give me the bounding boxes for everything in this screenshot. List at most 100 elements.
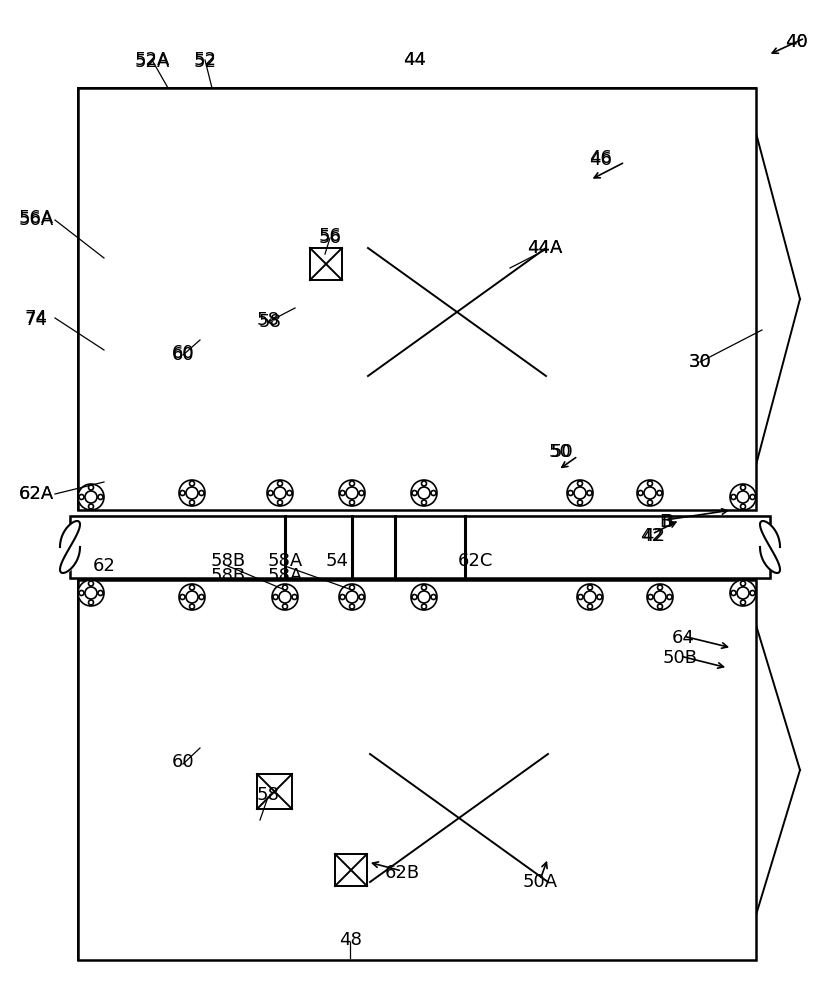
Circle shape [359, 594, 364, 599]
Text: 50A: 50A [522, 873, 557, 891]
Text: 44: 44 [404, 51, 427, 69]
Text: 50B: 50B [663, 649, 697, 667]
Bar [165, 114, 193, 172]
Bar [136, 114, 276, 246]
Bar [78, 88, 756, 114]
Circle shape [199, 594, 204, 599]
Bar [70, 516, 770, 530]
Bar [126, 144, 136, 472]
Circle shape [741, 600, 746, 605]
Circle shape [422, 500, 427, 505]
Circle shape [431, 490, 436, 495]
Text: 56: 56 [318, 229, 341, 247]
Circle shape [597, 594, 602, 599]
Bar [370, 674, 548, 754]
Bar [310, 248, 342, 280]
Text: 56A: 56A [18, 211, 54, 229]
Circle shape [272, 584, 298, 610]
Circle shape [282, 604, 287, 609]
Circle shape [418, 487, 430, 499]
Bar [368, 376, 546, 451]
Circle shape [648, 481, 653, 486]
Circle shape [577, 584, 603, 610]
Circle shape [418, 591, 430, 603]
Circle shape [89, 485, 94, 490]
Text: 56: 56 [318, 227, 341, 245]
Circle shape [422, 585, 427, 590]
Circle shape [648, 500, 653, 505]
Bar [193, 636, 233, 776]
Circle shape [267, 480, 293, 506]
Text: 60: 60 [172, 753, 194, 771]
Circle shape [657, 490, 662, 495]
Circle shape [422, 604, 427, 609]
Circle shape [648, 594, 653, 599]
Bar [78, 934, 756, 960]
Text: 52: 52 [194, 53, 216, 71]
Circle shape [750, 590, 755, 595]
Text: 62: 62 [92, 557, 116, 575]
Circle shape [277, 500, 282, 505]
Circle shape [422, 481, 427, 486]
Circle shape [78, 580, 104, 606]
Circle shape [587, 585, 592, 590]
Text: 52A: 52A [134, 51, 169, 69]
Text: 40: 40 [784, 33, 807, 51]
Circle shape [277, 481, 282, 486]
Circle shape [578, 594, 583, 599]
Bar [193, 912, 563, 934]
Text: 48: 48 [339, 931, 361, 949]
Bar [193, 232, 453, 246]
Text: B: B [661, 513, 673, 531]
Text: 52: 52 [194, 51, 216, 69]
Circle shape [339, 584, 365, 610]
Text: 30: 30 [689, 353, 711, 371]
Circle shape [189, 500, 194, 505]
Text: 58: 58 [256, 311, 279, 329]
Bar [730, 88, 756, 510]
Circle shape [737, 587, 749, 599]
Circle shape [587, 604, 592, 609]
Circle shape [346, 591, 358, 603]
Circle shape [199, 490, 204, 495]
Text: 62A: 62A [18, 485, 54, 503]
Circle shape [730, 484, 756, 510]
Circle shape [638, 490, 643, 495]
Circle shape [667, 594, 672, 599]
Circle shape [349, 604, 354, 609]
Bar [257, 774, 292, 809]
Bar [280, 114, 500, 232]
Bar [70, 516, 770, 578]
Circle shape [737, 491, 749, 503]
Bar [78, 580, 756, 960]
Bar [702, 606, 730, 686]
Circle shape [98, 494, 103, 499]
Circle shape [741, 504, 746, 509]
Text: 58B: 58B [210, 567, 246, 585]
Bar [730, 580, 756, 960]
Bar [78, 88, 104, 510]
Circle shape [340, 594, 345, 599]
Circle shape [731, 494, 736, 499]
Circle shape [412, 594, 417, 599]
Text: 60: 60 [172, 344, 194, 362]
Circle shape [658, 604, 663, 609]
Circle shape [346, 487, 358, 499]
Circle shape [179, 584, 205, 610]
Circle shape [411, 584, 437, 610]
Text: 44: 44 [404, 51, 427, 69]
Text: B: B [659, 513, 671, 531]
Bar [70, 564, 770, 578]
Text: 30: 30 [689, 353, 711, 371]
Bar [78, 484, 756, 510]
Bar [104, 88, 730, 105]
Circle shape [584, 591, 596, 603]
Circle shape [89, 581, 94, 586]
Circle shape [189, 585, 194, 590]
Circle shape [431, 594, 436, 599]
Circle shape [349, 585, 354, 590]
Circle shape [637, 480, 663, 506]
Bar [193, 912, 563, 934]
Circle shape [79, 494, 84, 499]
Bar [702, 606, 730, 686]
